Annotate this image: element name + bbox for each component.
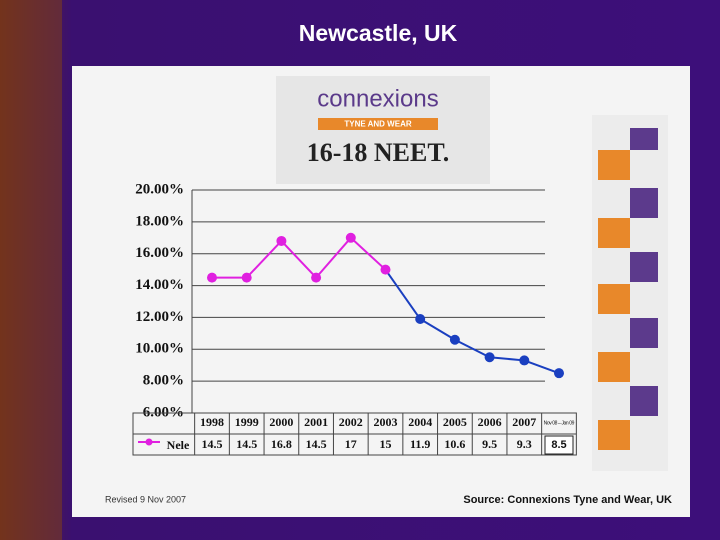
right-decoration <box>592 115 668 471</box>
line-segment <box>315 237 352 279</box>
deco-square <box>598 284 630 314</box>
line-segment <box>523 359 560 375</box>
chart-title: 16-18 NEET. <box>307 138 450 167</box>
data-label: 8.5 <box>551 439 566 451</box>
left-decoration <box>0 0 62 540</box>
y-tick-label: 18.00% <box>135 213 184 229</box>
y-tick-label: 6.00% <box>143 404 184 420</box>
legend-label: Nele <box>167 438 190 452</box>
x-tick-label: 2002 <box>339 415 363 429</box>
legend-marker <box>145 438 153 446</box>
logo: connexions <box>317 85 438 112</box>
data-label: 17 <box>345 437 357 451</box>
data-label: 15 <box>380 437 392 451</box>
deco-square <box>630 128 658 150</box>
data-point <box>241 272 252 283</box>
data-point <box>415 314 426 325</box>
deco-square <box>630 252 658 282</box>
data-label: 16.8 <box>271 437 292 451</box>
logo-band <box>318 118 438 130</box>
line-segment <box>245 240 283 279</box>
data-point <box>519 355 530 366</box>
data-point <box>276 235 287 246</box>
deco-square <box>598 218 630 248</box>
deco-square <box>630 188 658 218</box>
deco-square <box>598 420 630 450</box>
x-tick-label: 2000 <box>269 415 293 429</box>
data-point <box>484 352 495 363</box>
data-label: 11.9 <box>410 437 430 451</box>
y-tick-label: 16.00% <box>135 245 184 261</box>
x-tick-label: Nov 08 – Jan 09 <box>544 420 575 426</box>
line-segment <box>454 338 491 359</box>
line-segment <box>280 240 317 279</box>
y-tick-label: 10.00% <box>135 341 184 357</box>
deco-square <box>630 386 658 416</box>
line-segment <box>384 269 422 320</box>
data-label: 14.5 <box>202 437 223 451</box>
data-point <box>380 264 391 275</box>
x-tick-label: 2007 <box>512 415 536 429</box>
line-segment <box>489 356 525 362</box>
line-segment <box>350 237 387 271</box>
deco-square <box>598 352 630 382</box>
deco-square <box>598 150 630 180</box>
y-tick-label: 8.00% <box>143 373 184 389</box>
deco-square <box>630 318 658 348</box>
data-point <box>449 334 460 345</box>
x-tick-label: 1999 <box>235 415 259 429</box>
revised-note: Revised 9 Nov 2007 <box>105 494 186 504</box>
data-point <box>311 272 322 283</box>
x-tick-label: 2001 <box>304 415 328 429</box>
x-tick-label: 2005 <box>443 415 467 429</box>
data-label: 10.6 <box>444 437 465 451</box>
data-label: 9.5 <box>482 437 497 451</box>
data-label: 14.5 <box>306 437 327 451</box>
data-point <box>345 232 356 243</box>
source-note: Source: Connexions Tyne and Wear, UK <box>463 494 672 506</box>
y-tick-label: 20.00% <box>135 181 184 197</box>
y-tick-label: 12.00% <box>135 309 184 325</box>
y-tick-label: 14.00% <box>135 277 184 293</box>
line-segment <box>419 318 456 341</box>
x-tick-label: 2003 <box>374 415 398 429</box>
data-point <box>554 368 564 379</box>
x-tick-label: 2004 <box>408 415 432 429</box>
slide-title: Newcastle, UK <box>299 20 458 46</box>
data-label: 9.3 <box>517 437 532 451</box>
x-tick-label: 1998 <box>200 415 224 429</box>
value-box <box>544 435 574 455</box>
data-point <box>207 272 217 283</box>
x-tick-label: 2006 <box>478 415 502 429</box>
data-label: 14.5 <box>236 437 257 451</box>
logo-subtitle: TYNE AND WEAR <box>344 120 411 129</box>
